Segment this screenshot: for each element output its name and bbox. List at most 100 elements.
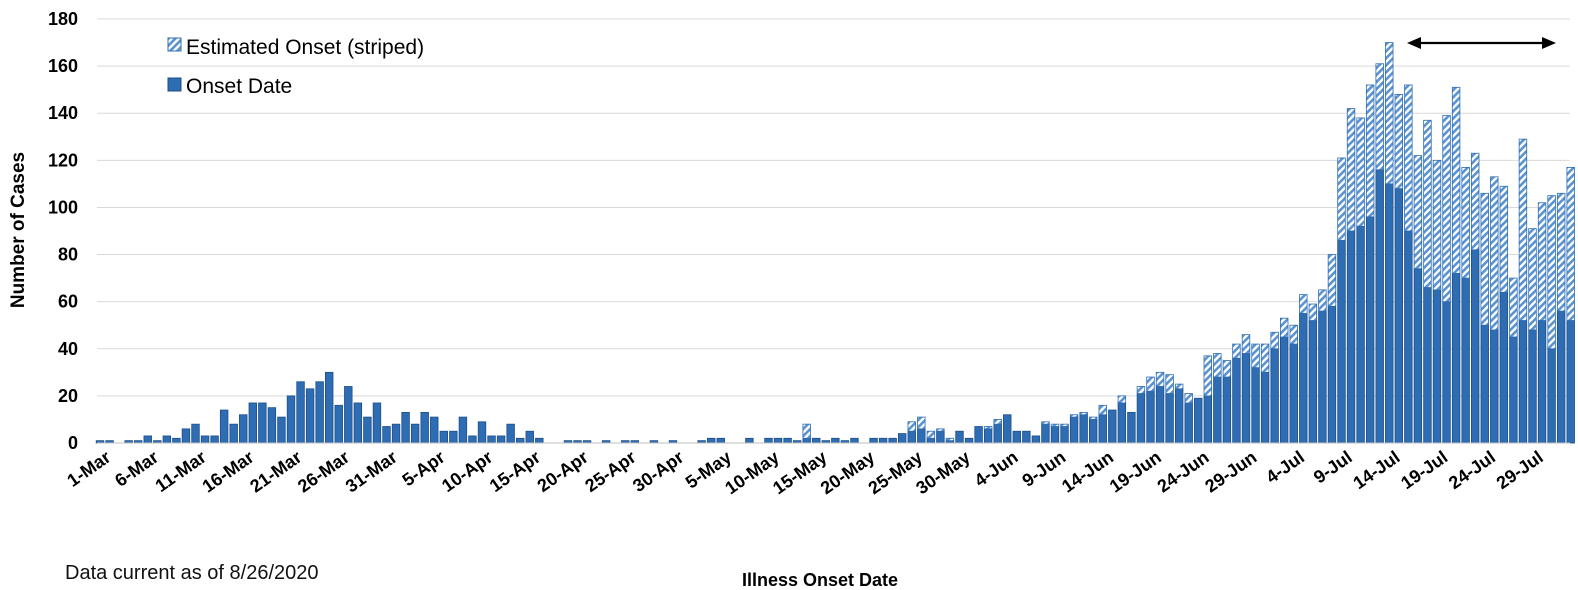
- arrow-head-right: [1542, 37, 1556, 49]
- bar-onset-16-Jul: [1404, 230, 1413, 444]
- bar-onset-16-Apr: [535, 437, 544, 444]
- bar-onset-14-Apr: [516, 437, 525, 444]
- x-tick-label: 24-Jul: [1445, 447, 1499, 493]
- bar-onset-10-Mar: [181, 428, 191, 444]
- x-tick-label: 9-Jul: [1310, 447, 1356, 487]
- annotations: [1407, 37, 1556, 49]
- bar-onset-4-May: [707, 437, 716, 444]
- bar-onset-12-May: [783, 437, 792, 444]
- bar-estimated-16-Jul: [1404, 84, 1413, 232]
- bar-onset-13-Jun: [1089, 419, 1098, 444]
- bar-onset-11-Mar: [191, 423, 200, 444]
- bar-onset-24-May: [898, 433, 907, 444]
- bar-onset-6-Apr: [439, 430, 448, 444]
- bar-estimated-11-Jul: [1356, 117, 1365, 227]
- bar-onset-18-Mar: [258, 402, 267, 444]
- bar-onset-15-Mar: [229, 423, 238, 444]
- bar-onset-23-Mar: [305, 388, 315, 444]
- bar-estimated-19-Jul: [1432, 159, 1442, 291]
- bar-estimated-15-Jul: [1394, 93, 1403, 189]
- bar-onset-15-Apr: [525, 430, 534, 444]
- bar-onset-30-May: [955, 430, 964, 444]
- bar-onset-23-May: [888, 437, 897, 444]
- bar-estimated-18-Jun: [1136, 386, 1146, 394]
- bar-onset-24-Jul: [1480, 324, 1489, 444]
- bar-onset-7-Apr: [449, 430, 458, 444]
- bar-estimated-29-May: [945, 437, 955, 442]
- bar-onset-14-Jun: [1098, 414, 1107, 444]
- bar-onset-8-Mar: [162, 435, 172, 444]
- bar-onset-27-May: [926, 437, 936, 444]
- x-tick-label: 14-Jun: [1058, 447, 1117, 497]
- bar-estimated-14-Jul: [1385, 42, 1394, 185]
- bar-onset-6-Jul: [1308, 320, 1318, 444]
- x-tick-label: 4-Jun: [971, 447, 1022, 491]
- bar-estimated-1-Aug: [1556, 192, 1566, 312]
- bar-estimated-28-Jul: [1518, 138, 1528, 321]
- bar-onset-3-Jul: [1280, 336, 1289, 444]
- bar-estimated-26-Jun: [1213, 353, 1222, 378]
- bar-estimated-24-Jul: [1480, 192, 1489, 326]
- bar-estimated-25-May: [907, 421, 916, 432]
- bar-onset-23-Jul: [1471, 249, 1480, 444]
- bar-onset-31-May: [964, 437, 974, 444]
- bar-estimated-31-Jul: [1547, 195, 1556, 350]
- y-tick-label: 0: [68, 433, 78, 453]
- x-tick-label: 19-Jul: [1397, 447, 1451, 493]
- bar-onset-30-Jun: [1251, 367, 1260, 444]
- x-tick-label: 10-Apr: [438, 447, 496, 496]
- bar-onset-14-May: [802, 437, 811, 444]
- x-tick-label: 15-May: [769, 447, 830, 498]
- bar-onset-17-May: [831, 437, 840, 444]
- bar-onset-12-Apr: [496, 435, 506, 444]
- bar-estimated-25-Jul: [1490, 176, 1499, 331]
- bar-estimated-30-Jul: [1537, 202, 1547, 321]
- bar-onset-21-Mar: [286, 395, 296, 444]
- bar-onset-2-Jun: [983, 428, 993, 444]
- bar-onset-15-Jul: [1394, 188, 1403, 444]
- bar-onset-14-Mar: [219, 409, 229, 444]
- bar-onset-12-Jul: [1365, 216, 1375, 444]
- x-tick-label: 14-Jul: [1349, 447, 1403, 493]
- bar-onset-29-Jul: [1528, 329, 1537, 444]
- legend-swatch-onset: [167, 77, 182, 92]
- bar-onset-9-Jun: [1050, 426, 1060, 444]
- bar-onset-12-Mar: [200, 435, 210, 444]
- bar-estimated-28-Jun: [1232, 343, 1241, 359]
- bar-estimated-30-Jun: [1251, 343, 1260, 369]
- x-tick-label: 26-Mar: [294, 447, 353, 497]
- bar-estimated-10-Jun: [1060, 423, 1069, 427]
- bar-onset-21-Jun: [1165, 393, 1174, 444]
- x-tick-label: 10-May: [721, 447, 782, 498]
- bar-onset-18-Jun: [1136, 393, 1146, 444]
- bar-onset-27-Mar: [344, 386, 353, 444]
- gridlines: [97, 18, 1570, 397]
- bar-onset-28-Jul: [1518, 320, 1528, 444]
- y-tick-label: 120: [48, 150, 78, 170]
- bar-onset-25-Mar: [324, 371, 334, 444]
- bar-estimated-21-Jul: [1451, 86, 1461, 274]
- bar-onset-23-Jun: [1184, 402, 1193, 444]
- bar-onset-11-Apr: [487, 435, 496, 444]
- x-tick-label: 4-Jul: [1262, 447, 1308, 487]
- bar-onset-22-Jun: [1174, 388, 1184, 444]
- bar-estimated-27-May: [926, 430, 936, 439]
- bar-estimated-13-Jul: [1375, 63, 1384, 171]
- bar-onset-3-Apr: [410, 423, 420, 444]
- bar-onset-19-Mar: [267, 407, 277, 444]
- bar-onset-20-Jun: [1155, 386, 1165, 444]
- x-tick-label: 29-Jun: [1201, 447, 1260, 497]
- bar-onset-10-May: [764, 437, 773, 444]
- bar-estimated-2-Jun: [983, 426, 993, 430]
- y-tick-label: 180: [48, 9, 78, 29]
- bar-estimated-7-Jul: [1318, 289, 1327, 312]
- bar-estimated-22-Jun: [1174, 383, 1184, 390]
- bar-onset-8-Jun: [1041, 423, 1050, 444]
- y-tick-label: 60: [58, 292, 78, 312]
- bar-onset-30-Mar: [372, 402, 382, 444]
- bar-estimated-28-May: [936, 428, 945, 432]
- bar-estimated-23-Jun: [1184, 393, 1193, 404]
- legend-swatch-estimated: [167, 37, 182, 52]
- bar-estimated-17-Jul: [1413, 155, 1423, 270]
